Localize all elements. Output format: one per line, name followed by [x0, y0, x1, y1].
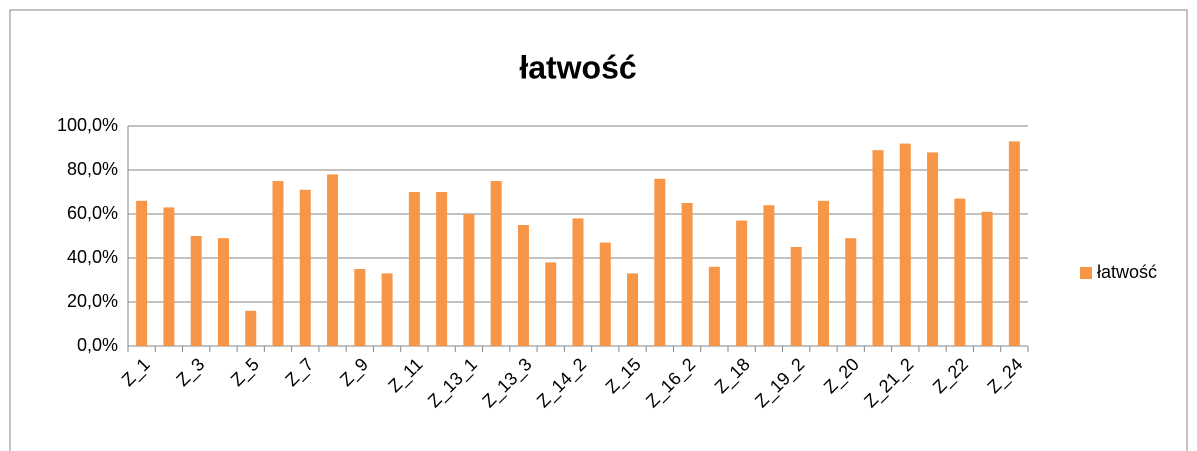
bar [490, 181, 502, 346]
bar [136, 200, 148, 346]
bar [463, 214, 475, 346]
y-tick-label: 0,0% [77, 335, 118, 355]
y-tick-label: 100,0% [57, 115, 118, 135]
bar [954, 198, 966, 346]
bar [436, 192, 448, 346]
bar [1008, 141, 1020, 346]
bar [981, 211, 993, 346]
bar [354, 269, 366, 346]
bar [245, 310, 257, 346]
bar [572, 218, 584, 346]
bar [190, 236, 202, 346]
bar [217, 238, 229, 346]
bar [163, 207, 175, 346]
legend-swatch [1080, 267, 1092, 279]
bar [681, 203, 693, 346]
bar [545, 262, 557, 346]
legend-label: łatwość [1097, 262, 1157, 282]
bar [381, 273, 393, 346]
bar [654, 178, 666, 346]
bar [517, 225, 529, 346]
bar [599, 242, 611, 346]
y-tick-label: 40,0% [67, 247, 118, 267]
bar [899, 143, 911, 346]
y-tick-label: 80,0% [67, 159, 118, 179]
bar [872, 150, 884, 346]
y-tick-label: 20,0% [67, 291, 118, 311]
bar [845, 238, 857, 346]
bar [927, 152, 939, 346]
bar [272, 181, 284, 346]
bar [627, 273, 639, 346]
bar [817, 200, 829, 346]
bar [327, 174, 339, 346]
chart-title: łatwość [519, 49, 636, 85]
bar [736, 220, 748, 346]
bar [708, 266, 720, 346]
bar [408, 192, 420, 346]
bar [299, 189, 311, 346]
bar [790, 247, 802, 346]
bar [763, 205, 775, 346]
y-tick-label: 60,0% [67, 203, 118, 223]
